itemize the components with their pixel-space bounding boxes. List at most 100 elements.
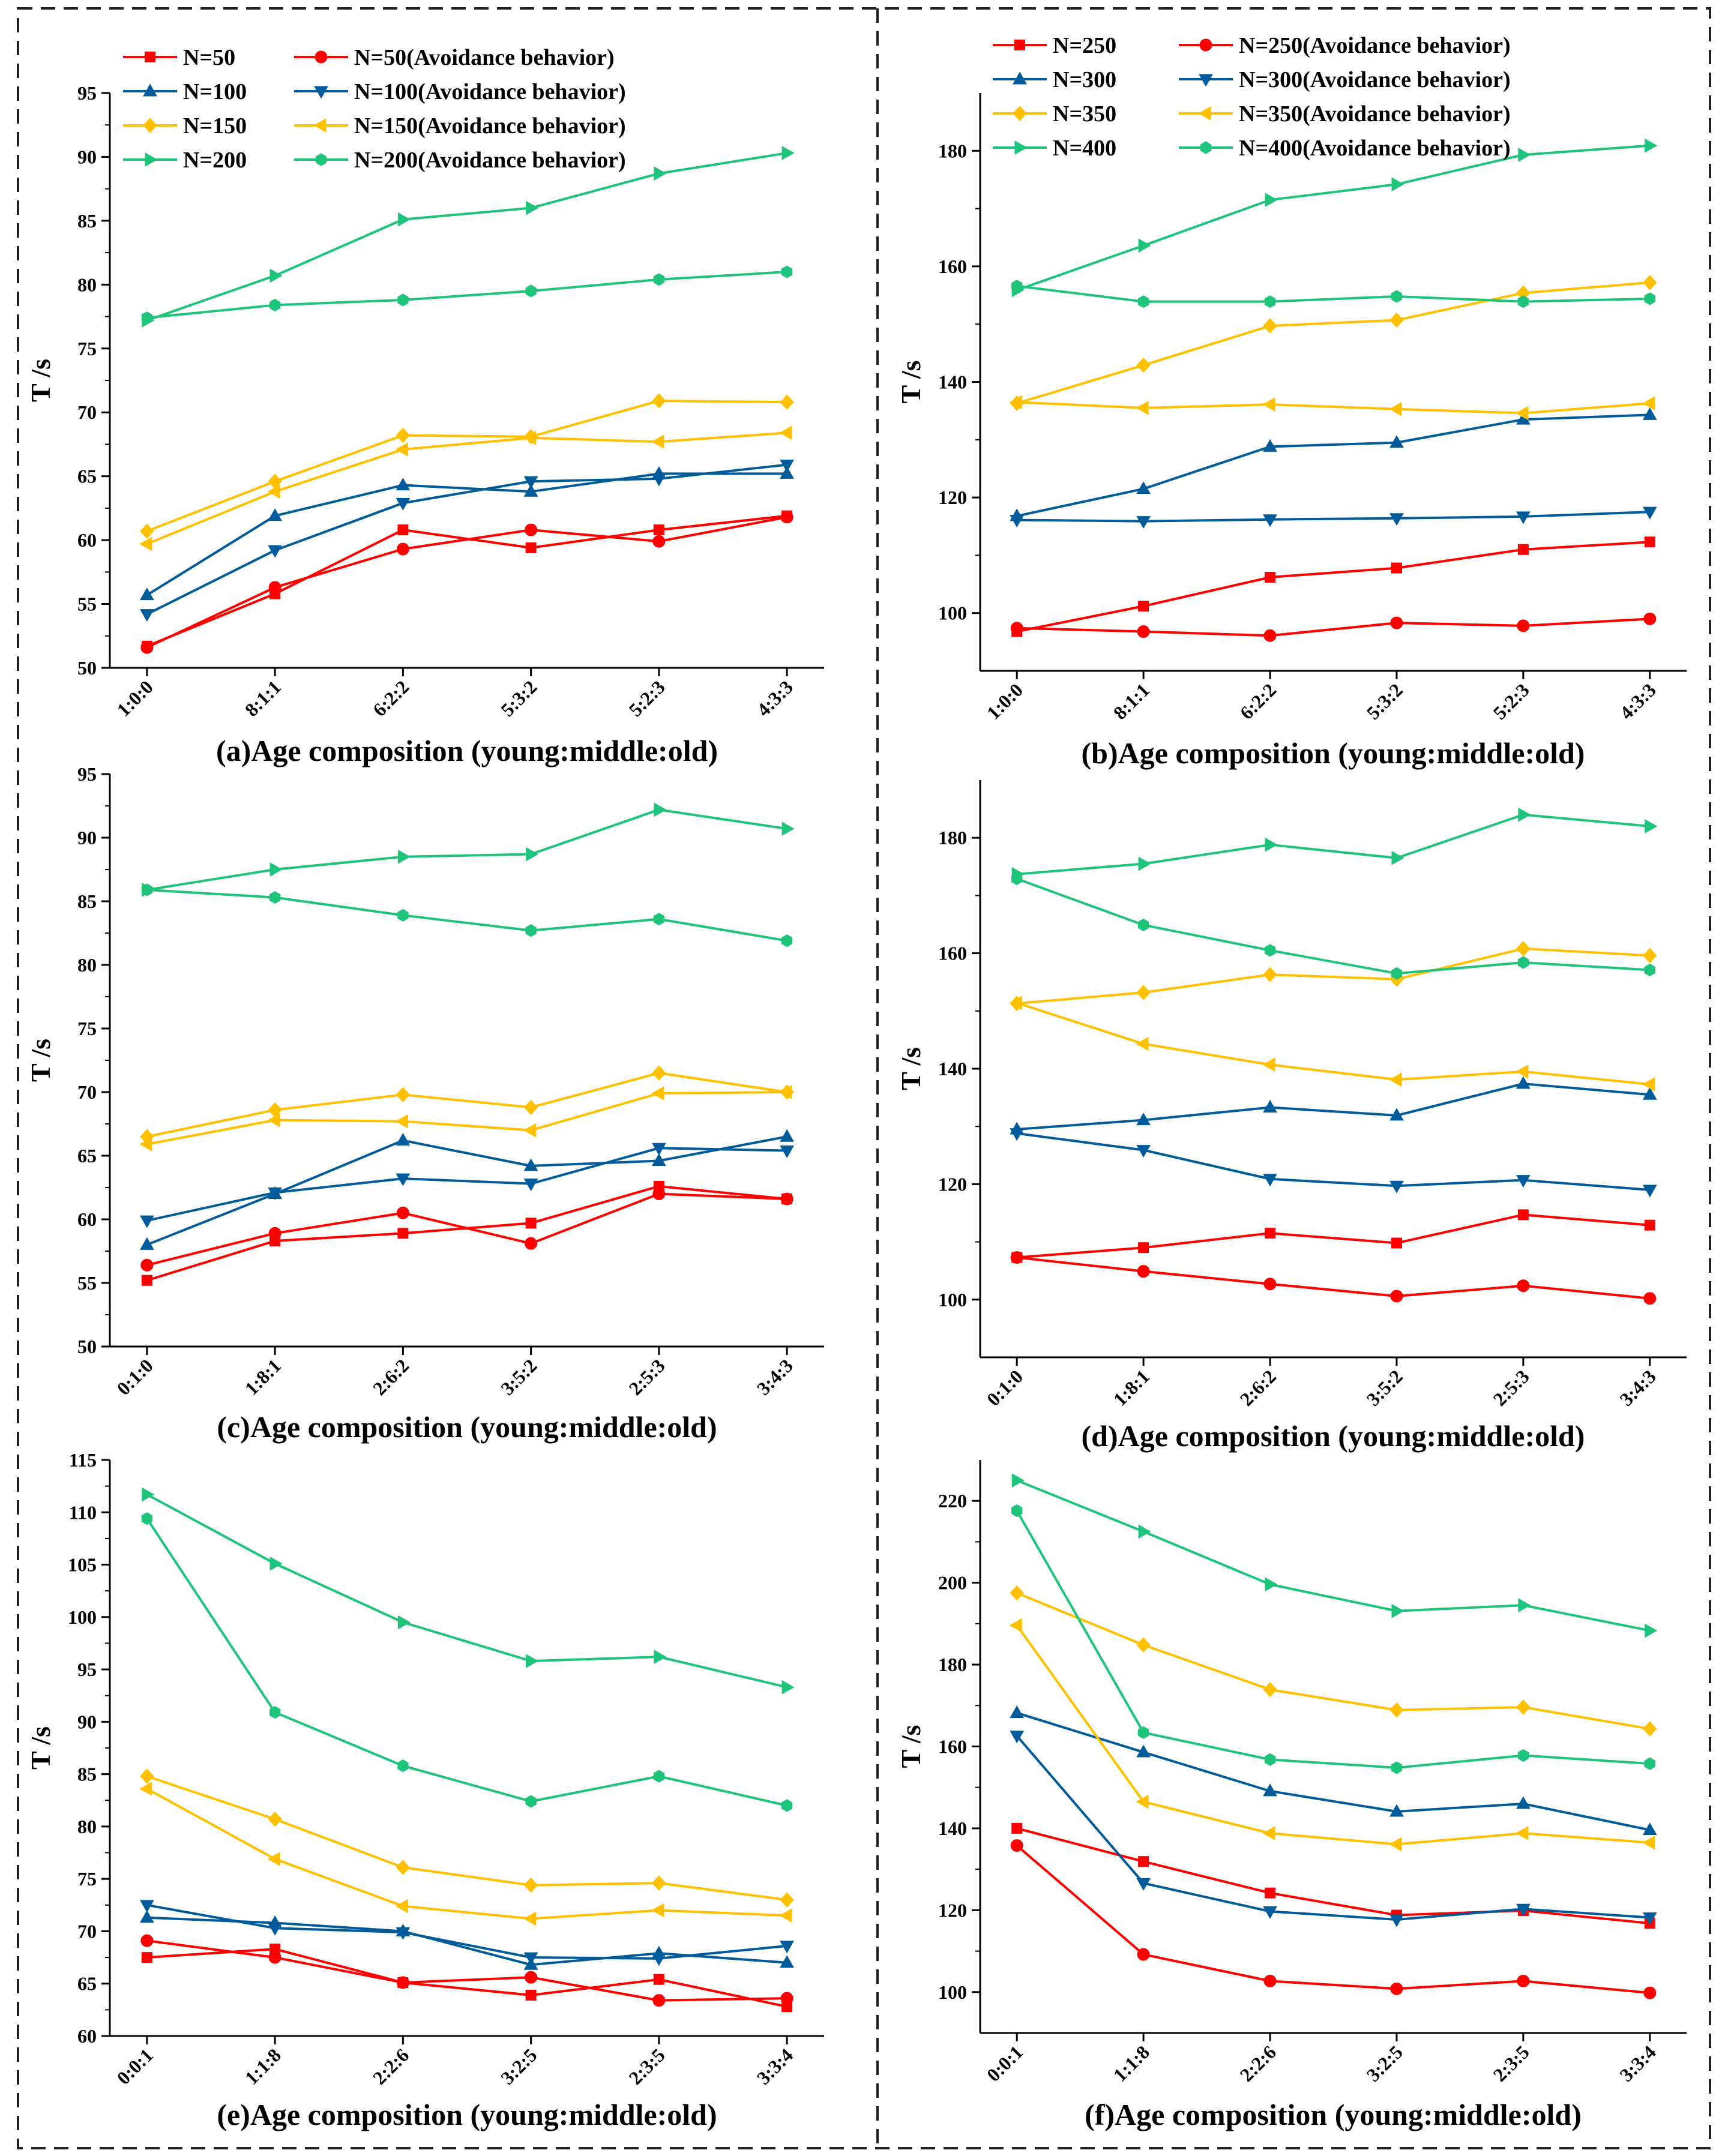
data-point <box>139 1782 152 1796</box>
data-point <box>523 484 538 497</box>
data-point <box>268 545 282 558</box>
legend-item: N=50(Avoidance behavior) <box>294 45 615 70</box>
data-point <box>396 1087 411 1102</box>
y-tick-label: 80 <box>77 1816 97 1837</box>
data-point <box>1136 516 1151 529</box>
data-point <box>269 298 281 311</box>
data-point <box>140 1900 154 1913</box>
series-line <box>1016 1591 1651 1731</box>
y-axis-label: T /s <box>896 1047 926 1090</box>
data-point <box>652 1953 666 1966</box>
data-point <box>395 442 408 457</box>
series-n-100 <box>140 1129 794 1250</box>
data-point <box>1516 1175 1531 1188</box>
y-tick-label: 180 <box>938 140 967 161</box>
legend-label: N=400 <box>1053 136 1116 161</box>
data-point <box>140 1768 154 1784</box>
y-tick-label: 50 <box>77 657 97 679</box>
y-axis-label: T /s <box>896 360 926 403</box>
legend-label: N=250 <box>1053 33 1116 58</box>
series-n-400 <box>1011 807 1658 881</box>
data-point <box>1263 967 1277 982</box>
data-point <box>525 523 538 536</box>
x-tick-label: 2:3:5 <box>1489 2041 1533 2085</box>
data-point <box>140 1258 154 1272</box>
x-tick-label: 2:5:3 <box>624 1354 669 1399</box>
data-point <box>1391 177 1404 192</box>
series-line <box>146 1916 787 1966</box>
data-point <box>525 1218 537 1229</box>
data-point <box>780 466 794 479</box>
y-tick-label: 70 <box>77 401 97 423</box>
data-point <box>1136 1878 1151 1891</box>
data-point <box>1391 967 1403 980</box>
data-point <box>1645 138 1658 153</box>
data-point <box>1136 985 1151 1000</box>
series-n-50-avoidance-behavior- <box>140 1934 793 2007</box>
y-tick-label: 100 <box>68 1606 97 1628</box>
legend-item: N=400(Avoidance behavior) <box>1179 136 1511 161</box>
data-point <box>652 1153 666 1166</box>
y-tick-label: 55 <box>77 593 97 615</box>
series-n-200-avoidance-behavior- <box>141 1512 793 1812</box>
series-line <box>1016 1827 1650 1925</box>
data-point <box>1389 513 1404 526</box>
y-tick-label: 85 <box>77 890 97 912</box>
y-tick-label: 180 <box>938 827 967 848</box>
data-point <box>526 200 539 215</box>
series-line <box>146 1147 787 1222</box>
x-tick-label: 1:1:8 <box>1109 2041 1154 2085</box>
data-point <box>397 293 409 307</box>
chart-panel-e: 60 65 70 75 80 85 90 95 100 105 110 115 0:0:1 1:1:8 2:… <box>25 1449 824 2131</box>
data-point <box>1265 837 1278 852</box>
series-line <box>146 1091 787 1146</box>
data-point <box>1137 625 1150 638</box>
legend-item: N=400 <box>993 136 1116 161</box>
x-tick-label: 6:2:2 <box>369 676 413 720</box>
legend-label: N=350 <box>1053 101 1116 127</box>
x-tick-label: 3:4:3 <box>1615 1365 1660 1410</box>
legend-marker <box>145 152 158 167</box>
data-point <box>1645 819 1658 833</box>
data-point <box>396 1173 411 1186</box>
y-tick-label: 140 <box>938 1818 967 1839</box>
legend: N=250 N=250(Avoidance behavior) N=300 N=300… <box>993 33 1511 161</box>
data-point <box>1391 290 1403 303</box>
data-point <box>140 1934 154 1947</box>
data-point <box>1262 1057 1275 1072</box>
data-point <box>779 1085 792 1099</box>
series-n-50 <box>141 510 793 652</box>
data-point <box>1136 1794 1149 1809</box>
data-point <box>1517 544 1529 555</box>
data-point <box>140 641 154 654</box>
series-n-150 <box>140 1768 794 1908</box>
data-point <box>1136 1113 1151 1126</box>
series-n-300 <box>1010 1705 1657 1836</box>
data-point <box>269 1706 281 1719</box>
data-point <box>1642 1822 1657 1836</box>
series-line <box>1017 1213 1650 1259</box>
series-line <box>1017 1082 1650 1131</box>
legend-item: N=200(Avoidance behavior) <box>294 148 626 173</box>
series-line <box>146 400 787 533</box>
y-tick-label: 160 <box>938 256 967 277</box>
series-n-100-avoidance-behavior- <box>140 460 794 622</box>
data-point <box>652 1065 666 1081</box>
legend-marker <box>315 50 328 64</box>
data-point <box>1642 1077 1655 1092</box>
x-tick-label: 0:1:0 <box>983 1365 1027 1410</box>
series-n-100-avoidance-behavior- <box>140 1143 794 1228</box>
y-tick-label: 90 <box>77 827 97 848</box>
data-point <box>1643 947 1657 964</box>
y-tick-label: 100 <box>938 1981 967 2003</box>
data-point <box>1516 941 1531 956</box>
series-n-350 <box>1010 941 1657 1012</box>
data-point <box>1517 295 1529 308</box>
series-line <box>1016 144 1650 292</box>
data-point <box>1517 1279 1530 1293</box>
data-point <box>1517 956 1529 969</box>
series-n-300-avoidance-behavior- <box>1010 506 1657 529</box>
series-n-50-avoidance-behavior- <box>140 1188 793 1272</box>
data-point <box>1516 1699 1531 1715</box>
data-point <box>1265 1228 1276 1239</box>
